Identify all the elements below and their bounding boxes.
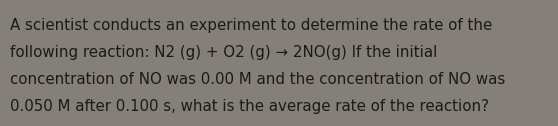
Text: following reaction: N2 (g) + O2 (g) → 2NO(g) If the initial: following reaction: N2 (g) + O2 (g) → 2N… [10, 45, 437, 60]
Text: concentration of NO was 0.00 M and the concentration of NO was: concentration of NO was 0.00 M and the c… [10, 72, 505, 87]
Text: A scientist conducts an experiment to determine the rate of the: A scientist conducts an experiment to de… [10, 18, 492, 33]
Text: 0.050 M after 0.100 s, what is the average rate of the reaction?: 0.050 M after 0.100 s, what is the avera… [10, 99, 489, 114]
